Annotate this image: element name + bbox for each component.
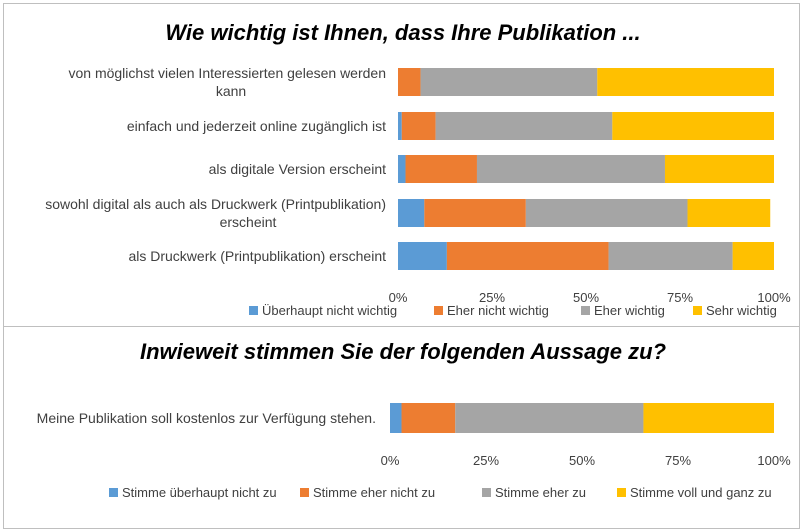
bar-segment <box>398 155 406 183</box>
category-label: einfach und jederzeit online zugänglich … <box>127 118 386 134</box>
bar-segment <box>401 112 436 140</box>
bar-segment <box>687 199 771 227</box>
bar-segment <box>405 155 477 183</box>
category-label: von möglichst vielen Interessierten gele… <box>68 65 386 81</box>
category-label: sowohl digital als auch als Druckwerk (P… <box>45 196 386 212</box>
x-tick-label: 25% <box>473 453 499 468</box>
legend-swatch <box>300 488 309 497</box>
legend-label: Sehr wichtig <box>706 303 777 318</box>
category-label: als Druckwerk (Printpublikation) erschei… <box>128 248 386 264</box>
bar-segment <box>643 403 774 433</box>
legend-swatch <box>434 306 443 315</box>
chart-title: Wie wichtig ist Ihnen, dass Ihre Publika… <box>165 20 641 45</box>
category-label: als digitale Version erscheint <box>209 161 387 177</box>
bar-segment <box>455 403 644 433</box>
x-tick-label: 100% <box>757 290 791 305</box>
bar-segment <box>401 403 456 433</box>
legend-label: Stimme eher nicht zu <box>313 485 435 500</box>
legend-label: Stimme überhaupt nicht zu <box>122 485 277 500</box>
chart-title: Inwieweit stimmen Sie der folgenden Auss… <box>139 339 667 364</box>
bar-segment <box>435 112 613 140</box>
bar-segment <box>398 112 402 140</box>
category-label: Meine Publikation soll kostenlos zur Ver… <box>37 410 376 426</box>
bar-segment <box>420 68 598 96</box>
legend-swatch <box>693 306 702 315</box>
legend-swatch <box>482 488 491 497</box>
bar-segment <box>398 68 421 96</box>
bar-segment <box>664 155 774 183</box>
x-tick-label: 25% <box>479 290 505 305</box>
bar-segment <box>390 403 402 433</box>
x-tick-label: 100% <box>757 453 791 468</box>
legend-swatch <box>109 488 118 497</box>
x-tick-label: 0% <box>389 290 408 305</box>
bar-segment <box>398 242 447 270</box>
legend-swatch <box>617 488 626 497</box>
bar-segment <box>608 242 733 270</box>
bar-segment <box>597 68 774 96</box>
x-tick-label: 75% <box>667 290 693 305</box>
legend-label: Eher wichtig <box>594 303 665 318</box>
bar-segment <box>424 199 526 227</box>
legend-label: Stimme eher zu <box>495 485 586 500</box>
legend-swatch <box>581 306 590 315</box>
bar-segment <box>446 242 609 270</box>
x-tick-label: 0% <box>381 453 400 468</box>
bar-segment <box>525 199 688 227</box>
legend-swatch <box>249 306 258 315</box>
legend-label: Eher nicht wichtig <box>447 303 549 318</box>
category-label: erscheint <box>220 214 277 230</box>
legend-label: Stimme voll und ganz zu <box>630 485 772 500</box>
bar-segment <box>398 199 425 227</box>
x-tick-label: 50% <box>569 453 595 468</box>
bar-segment <box>612 112 774 140</box>
x-tick-label: 50% <box>573 290 599 305</box>
bar-segment <box>476 155 665 183</box>
legend-label: Überhaupt nicht wichtig <box>262 303 397 318</box>
category-label: kann <box>216 83 246 99</box>
x-tick-label: 75% <box>665 453 691 468</box>
bar-segment <box>732 242 774 270</box>
